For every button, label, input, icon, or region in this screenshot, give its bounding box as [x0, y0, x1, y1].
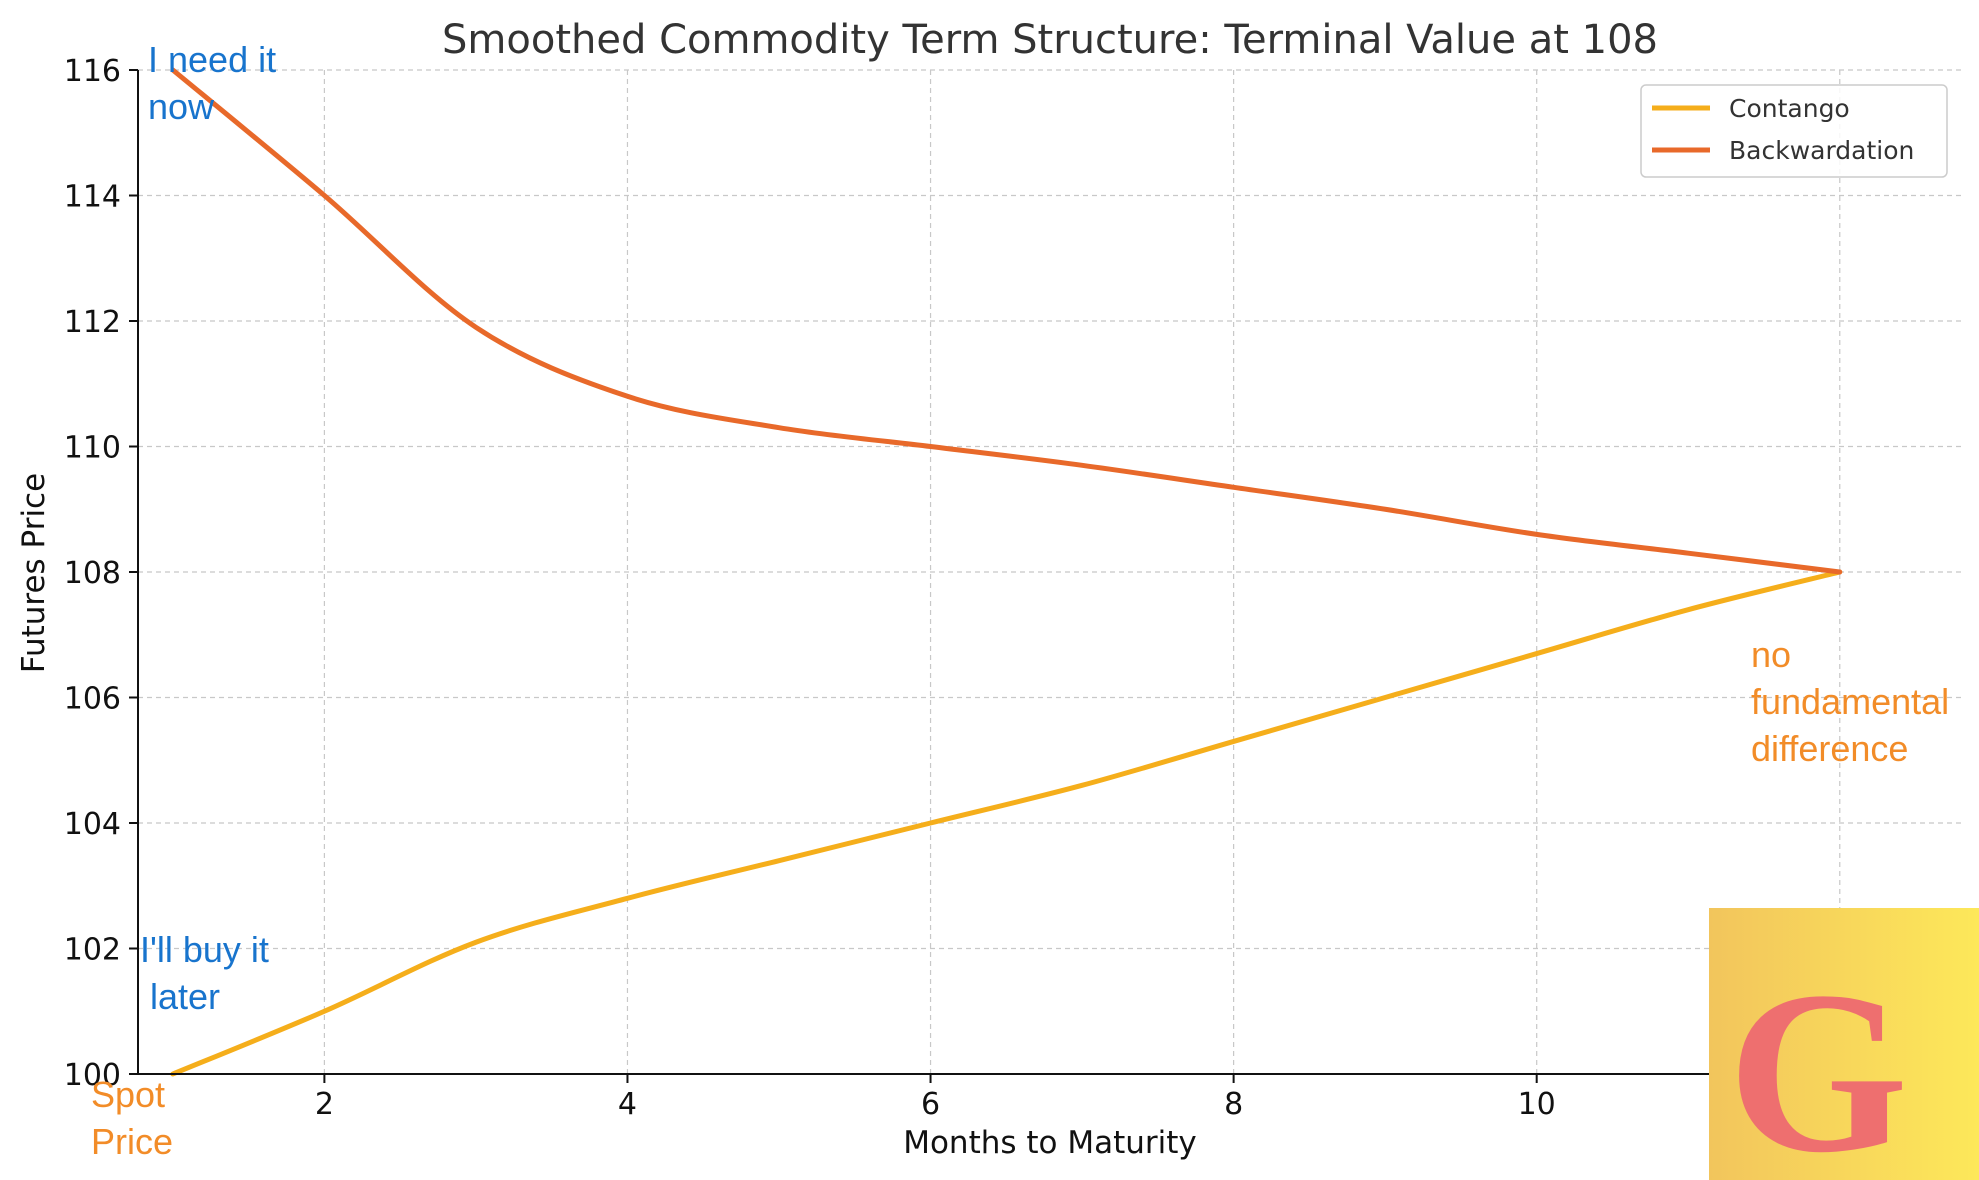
y-tick-label: 112: [64, 305, 121, 340]
y-tick-label: 104: [64, 807, 121, 842]
annotation-buy-it-later: I'll buy it later: [140, 929, 279, 1017]
y-tick-label: 108: [64, 556, 121, 591]
legend-label-backwardation: Backwardation: [1729, 136, 1914, 165]
legend: Contango Backwardation: [1640, 84, 1948, 178]
y-axis-label: Futures Price: [16, 473, 52, 673]
chart-title: Smoothed Commodity Term Structure: Termi…: [442, 17, 1658, 63]
y-tick-label: 110: [64, 431, 121, 466]
grid: [138, 69, 1961, 1075]
annotation-spot-price: Spot Price: [91, 1074, 175, 1162]
legend-label-contango: Contango: [1729, 94, 1850, 123]
series-lines: [170, 67, 1843, 1077]
y-tick-label: 106: [64, 682, 121, 717]
x-tick-label: 4: [618, 1087, 637, 1122]
g-logo: G: [1709, 908, 1979, 1180]
x-axis-label: Months to Maturity: [903, 1125, 1197, 1161]
x-tick-label: 6: [921, 1087, 940, 1122]
x-tick-label: 10: [1518, 1087, 1556, 1122]
legend-box: [1640, 84, 1948, 178]
x-tick-label: 8: [1224, 1087, 1243, 1122]
y-tick-label: 100: [64, 1058, 121, 1093]
y-tick-label: 102: [64, 933, 121, 968]
logo-background: [1709, 908, 1979, 1180]
x-tick-label: 2: [315, 1087, 334, 1122]
series-line-backwardation: [170, 67, 1843, 575]
annotation-no-fundamental-difference: no fundamental difference: [1751, 634, 1959, 769]
y-tick-label: 114: [64, 180, 121, 215]
logo-letter: G: [1728, 944, 1908, 1180]
series-line-contango: [170, 569, 1843, 1077]
annotations: I need it now I'll buy it later Spot Pri…: [91, 39, 1959, 1162]
y-tick-label: 116: [64, 54, 121, 89]
annotation-need-it-now: I need it now: [148, 39, 286, 127]
ticks: 24681012100102104106108110112114116: [64, 54, 1859, 1122]
